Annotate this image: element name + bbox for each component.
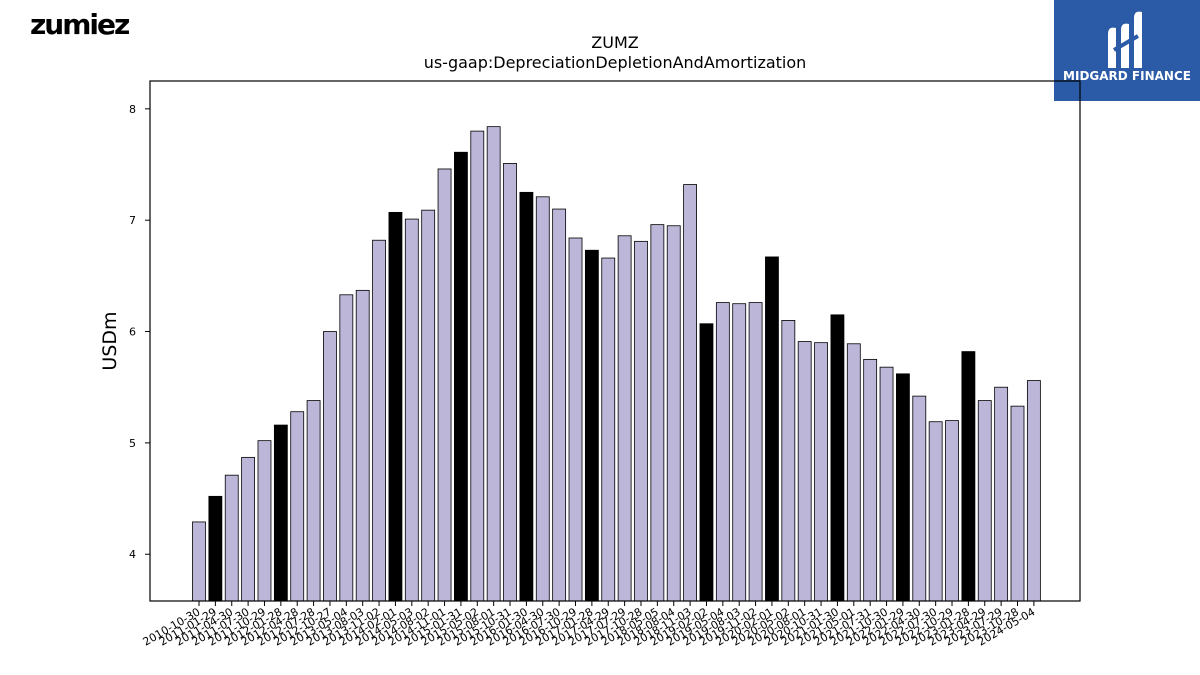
bar <box>781 319 796 602</box>
y-tick-label: 5 <box>129 437 136 450</box>
midgard-mark-icon <box>1108 11 1142 69</box>
bar <box>470 130 485 602</box>
bar <box>617 235 632 602</box>
bar <box>224 474 239 602</box>
bar <box>732 303 747 602</box>
bar <box>257 440 272 602</box>
bar <box>454 151 468 602</box>
x-axis: 2010-10-302011-01-292011-04-302011-07-30… <box>141 601 1037 649</box>
bar <box>928 421 943 602</box>
bar <box>912 395 927 602</box>
y-tick-label: 4 <box>129 548 136 561</box>
bar <box>437 168 452 602</box>
bar <box>273 424 288 602</box>
y-tick-label: 7 <box>129 214 136 227</box>
bar <box>306 400 321 602</box>
bar <box>830 314 845 602</box>
bar <box>879 366 894 602</box>
zumiez-logo: zumiez <box>30 8 130 41</box>
bar <box>601 257 616 602</box>
bar <box>765 256 779 602</box>
bar <box>584 249 599 602</box>
bar <box>323 331 337 602</box>
bar <box>650 224 665 602</box>
bar <box>535 196 550 602</box>
bar <box>552 208 567 602</box>
bar <box>355 289 370 602</box>
bar <box>797 341 812 602</box>
y-tick-label: 8 <box>129 103 136 116</box>
bar <box>192 521 206 602</box>
bar <box>994 386 1009 602</box>
bar <box>388 211 403 602</box>
bars-group <box>192 126 1041 602</box>
bar <box>634 240 648 602</box>
chart-title: ZUMZ <box>591 33 638 52</box>
bar <box>421 209 436 602</box>
bar <box>683 184 697 602</box>
bar <box>404 218 419 602</box>
y-axis-label: USDm <box>99 311 121 370</box>
bar <box>863 358 878 602</box>
bar <box>748 302 763 602</box>
bar <box>977 400 992 602</box>
bar <box>339 294 354 602</box>
bar <box>846 343 861 602</box>
y-tick-label: 6 <box>129 326 136 339</box>
bar <box>486 126 501 602</box>
zumiez-logo-text: zumiez <box>30 8 130 41</box>
bar <box>519 191 534 602</box>
bar <box>568 237 583 602</box>
bar <box>699 323 714 602</box>
bar <box>241 456 256 602</box>
bar <box>503 162 517 602</box>
bar <box>945 420 959 602</box>
midgard-finance-logo: MIDGARD FINANCE <box>1054 0 1200 101</box>
bar <box>896 373 910 602</box>
bar <box>715 302 730 602</box>
bar <box>814 342 828 602</box>
midgard-brand-text: MIDGARD FINANCE <box>1063 69 1191 83</box>
bar <box>208 495 223 602</box>
bar <box>961 351 976 602</box>
bar <box>1010 405 1025 602</box>
y-axis: 4 5 6 7 8 <box>129 103 150 561</box>
chart-subtitle: us-gaap:DepreciationDepletionAndAmortiza… <box>424 53 807 72</box>
bar <box>290 411 305 602</box>
bar <box>372 239 386 602</box>
bar <box>666 225 681 602</box>
plot-frame <box>149 80 1081 602</box>
bar <box>1026 380 1041 602</box>
